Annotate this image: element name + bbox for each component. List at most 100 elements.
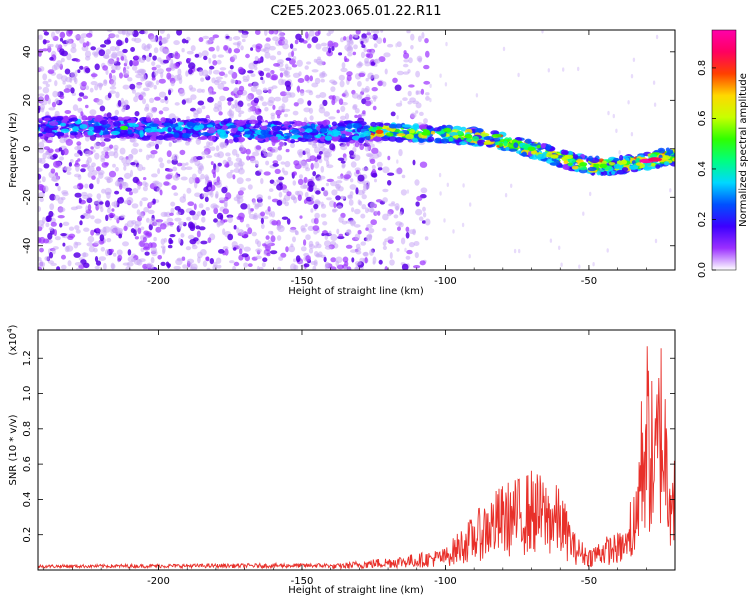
noise-speckle <box>361 87 365 93</box>
noise-speckle <box>68 162 72 167</box>
noise-speckle <box>366 49 372 53</box>
noise-speckle <box>351 257 355 263</box>
noise-speckle <box>52 248 56 255</box>
ridge-cell <box>39 127 45 132</box>
noise-speckle <box>271 211 276 218</box>
noise-speckle <box>264 106 269 112</box>
noise-speckle <box>314 251 319 257</box>
noise-speckle <box>94 63 100 71</box>
noise-speckle <box>75 164 80 172</box>
noise-speckle <box>126 30 135 36</box>
noise-speckle <box>438 172 442 178</box>
noise-speckle <box>142 181 147 187</box>
noise-speckle <box>314 77 321 85</box>
y-tick-label: 20 <box>22 94 33 107</box>
noise-speckle <box>137 184 141 190</box>
ridge-cell <box>465 137 473 143</box>
noise-speckle <box>58 147 63 152</box>
noise-speckle <box>237 190 244 196</box>
snr-x-ticks: -200 -150 -100 -50 <box>43 330 676 587</box>
noise-speckle <box>210 203 218 209</box>
ridge-cell <box>186 122 196 129</box>
noise-speckle <box>359 92 363 100</box>
noise-speckle <box>144 251 150 256</box>
noise-speckle <box>252 81 259 89</box>
x-tick-label: -50 <box>581 576 597 587</box>
noise-speckle <box>216 264 222 269</box>
noise-speckle <box>111 201 116 207</box>
noise-speckle <box>419 260 426 266</box>
ridge-cell <box>55 131 65 137</box>
noise-speckle <box>285 74 291 78</box>
noise-speckle <box>232 54 238 60</box>
noise-speckle <box>425 92 430 96</box>
ridge-cell <box>596 170 601 176</box>
noise-speckle <box>269 179 275 184</box>
ridge-cell <box>613 163 621 170</box>
noise-speckle <box>367 72 374 80</box>
noise-speckle <box>260 178 264 185</box>
noise-speckle <box>341 220 348 225</box>
noise-speckle <box>363 96 371 101</box>
noise-speckle <box>308 243 315 250</box>
noise-speckle <box>60 196 66 201</box>
noise-speckle <box>50 221 57 227</box>
noise-speckle <box>169 62 175 70</box>
noise-speckle <box>62 148 69 156</box>
noise-speckle <box>115 91 120 99</box>
noise-speckle <box>89 183 94 190</box>
spectrogram-noise <box>38 30 672 270</box>
ridge-cell <box>457 137 462 143</box>
noise-speckle <box>177 118 181 122</box>
noise-speckle <box>396 41 402 48</box>
noise-speckle <box>253 97 259 104</box>
y-tick-label: 0.2 <box>22 527 33 543</box>
noise-speckle <box>320 213 327 218</box>
noise-speckle <box>55 44 61 49</box>
noise-speckle <box>618 150 621 155</box>
noise-speckle <box>80 33 88 38</box>
noise-speckle <box>296 190 304 197</box>
ridge-cell <box>87 115 93 121</box>
noise-speckle <box>267 240 272 247</box>
noise-speckle <box>75 58 81 63</box>
noise-speckle <box>197 100 205 106</box>
noise-speckle <box>373 43 378 48</box>
noise-speckle <box>362 184 368 191</box>
noise-speckle <box>47 97 51 105</box>
ridge-cell <box>498 142 504 148</box>
noise-speckle <box>151 66 157 71</box>
ridge-cell <box>164 133 174 138</box>
noise-speckle <box>223 219 228 223</box>
noise-speckle <box>191 244 198 250</box>
noise-speckle <box>193 109 200 115</box>
ridge-cell <box>346 123 353 130</box>
noise-speckle <box>50 31 56 39</box>
noise-speckle <box>354 114 358 119</box>
noise-speckle <box>196 156 203 160</box>
noise-speckle <box>42 238 50 244</box>
noise-speckle <box>366 32 372 36</box>
noise-speckle <box>124 58 128 65</box>
noise-speckle <box>312 171 317 177</box>
noise-speckle <box>326 32 332 37</box>
noise-speckle <box>273 181 277 186</box>
noise-speckle <box>62 80 66 85</box>
noise-speckle <box>322 46 329 52</box>
ridge-cell <box>576 158 584 164</box>
noise-speckle <box>93 247 98 253</box>
noise-speckle <box>256 89 263 96</box>
noise-speckle <box>292 171 297 176</box>
noise-speckle <box>295 33 302 40</box>
noise-speckle <box>158 110 164 115</box>
noise-speckle <box>299 215 303 219</box>
noise-speckle <box>115 34 120 38</box>
ridge-cell <box>401 124 412 128</box>
noise-speckle <box>345 220 353 224</box>
noise-speckle <box>153 181 159 187</box>
noise-speckle <box>208 68 213 75</box>
noise-speckle <box>407 90 412 97</box>
ridge-cell <box>643 166 652 171</box>
ridge-cell <box>135 126 145 131</box>
noise-speckle <box>133 96 139 103</box>
